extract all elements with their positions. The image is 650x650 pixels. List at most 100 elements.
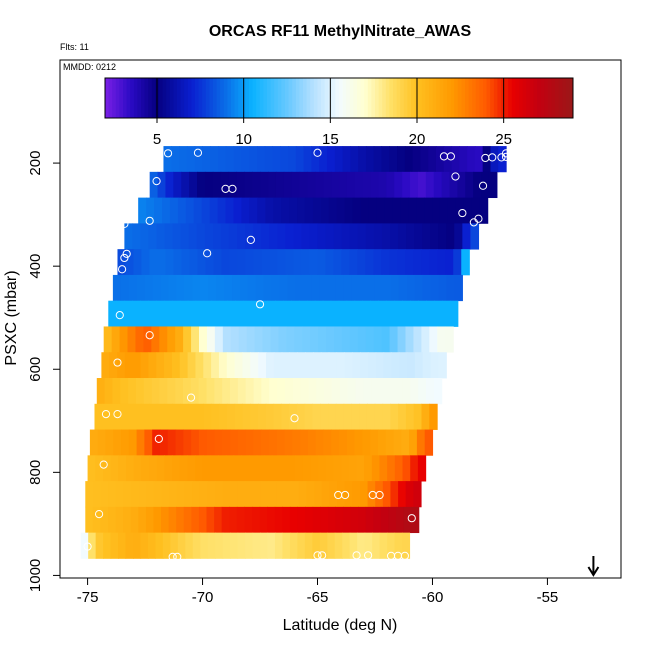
colorbar-swatch <box>317 78 322 118</box>
heatmap-cell <box>451 146 460 173</box>
heatmap-cell <box>274 532 284 559</box>
heatmap-cell <box>267 532 276 559</box>
sample-point <box>154 434 163 443</box>
heatmap-cell <box>275 171 285 199</box>
heatmap-cell <box>245 378 255 405</box>
heatmap-cell <box>268 481 277 508</box>
heatmap-cell <box>343 274 352 302</box>
colorbar-swatch <box>267 78 272 118</box>
heatmap-cell <box>445 326 454 353</box>
heatmap-cell <box>335 274 344 302</box>
heatmap-cell <box>416 197 425 224</box>
heatmap-cell <box>233 146 242 173</box>
colorbar-swatch <box>321 78 326 118</box>
heatmap-cell <box>397 326 407 353</box>
sample-point <box>497 153 506 162</box>
heatmap-cell <box>374 274 384 302</box>
heatmap-cell <box>149 171 159 199</box>
heatmap-cell <box>151 378 161 405</box>
heatmap-cell <box>88 532 97 559</box>
heatmap-cell <box>282 506 291 534</box>
heatmap-cell <box>136 274 146 302</box>
heatmap-cell <box>141 249 151 276</box>
heatmap-cell <box>260 532 269 559</box>
heatmap-cell <box>310 455 319 482</box>
heatmap-cell <box>289 197 298 224</box>
heatmap-cell <box>402 378 411 405</box>
heatmap-cell <box>156 455 165 482</box>
colorbar-swatch <box>382 78 387 118</box>
heatmap-cell <box>405 481 414 508</box>
heatmap-cell <box>385 429 395 456</box>
heatmap-cell <box>294 326 303 353</box>
heatmap-cell <box>206 429 216 456</box>
heatmap-cell <box>319 532 328 559</box>
heatmap-cell <box>437 249 446 276</box>
heatmap-cell <box>333 455 342 482</box>
heatmap-cell <box>376 197 385 224</box>
heatmap-cell <box>110 532 119 559</box>
heatmap-cell <box>402 455 411 482</box>
heatmap-cell <box>316 378 325 405</box>
heatmap-cell <box>198 506 208 534</box>
heatmap-cell <box>102 403 111 430</box>
heatmap-cell <box>293 223 303 250</box>
heatmap-cell <box>133 249 143 276</box>
colorbar-swatch <box>461 78 466 118</box>
heatmap-cell <box>350 506 359 534</box>
heatmap-cell <box>302 455 311 482</box>
flights-label: Flts: 11 <box>60 42 89 52</box>
heatmap-cell <box>388 506 397 534</box>
heatmap-cell <box>161 506 170 534</box>
heatmap-cell <box>421 249 430 276</box>
heatmap-cell <box>367 274 376 302</box>
heatmap-cell <box>245 249 254 276</box>
heatmap-cell <box>305 352 314 379</box>
heatmap-cell <box>203 352 212 379</box>
colorbar-swatch <box>187 78 192 118</box>
sample-point <box>173 552 182 561</box>
heatmap-cell <box>230 481 239 508</box>
heatmap-cell <box>255 274 265 302</box>
colorbar-swatch <box>252 78 257 118</box>
heatmap-cell <box>126 455 135 482</box>
heatmap-cell <box>140 223 150 250</box>
heatmap-cell <box>175 326 184 353</box>
heatmap-cell <box>401 429 410 456</box>
heatmap-cell <box>422 352 432 379</box>
x-tick-label: -70 <box>192 589 214 606</box>
colorbar-swatch <box>364 78 369 118</box>
heatmap-cell <box>373 249 382 276</box>
heatmap-cell <box>371 455 381 482</box>
heatmap-cell <box>103 532 112 559</box>
heatmap-cell <box>473 171 482 199</box>
heatmap-cell <box>311 146 320 173</box>
heatmap-cell <box>356 455 365 482</box>
heatmap-cell <box>321 481 331 508</box>
heatmap-cell <box>429 249 438 276</box>
heatmap-cell <box>244 506 253 534</box>
colorbar-swatch <box>457 78 462 118</box>
colorbar: 5 10 15 20 25 <box>104 77 574 148</box>
heatmap-cell <box>212 171 222 199</box>
heatmap-cell <box>274 506 283 534</box>
colorbar-swatch <box>313 78 318 118</box>
colorbar-swatch <box>526 78 531 118</box>
heatmap-cell <box>112 378 121 405</box>
heatmap-cell <box>133 455 142 482</box>
heatmap-cell <box>453 249 462 276</box>
heatmap-cell <box>176 274 185 302</box>
heatmap-cell <box>128 429 138 456</box>
heatmap-cell <box>382 481 392 508</box>
heatmap-cell <box>378 171 387 199</box>
heatmap-cell <box>365 223 375 250</box>
heatmap-cell <box>225 197 235 224</box>
heatmap-cell <box>205 249 215 276</box>
heatmap-cell <box>482 146 492 173</box>
heatmap-cell <box>269 223 278 250</box>
heatmap-cell <box>177 532 186 559</box>
heatmap-cell <box>413 249 422 276</box>
heatmap-cell <box>397 223 407 250</box>
heatmap-cell <box>357 532 366 559</box>
heatmap-cell <box>331 429 340 456</box>
